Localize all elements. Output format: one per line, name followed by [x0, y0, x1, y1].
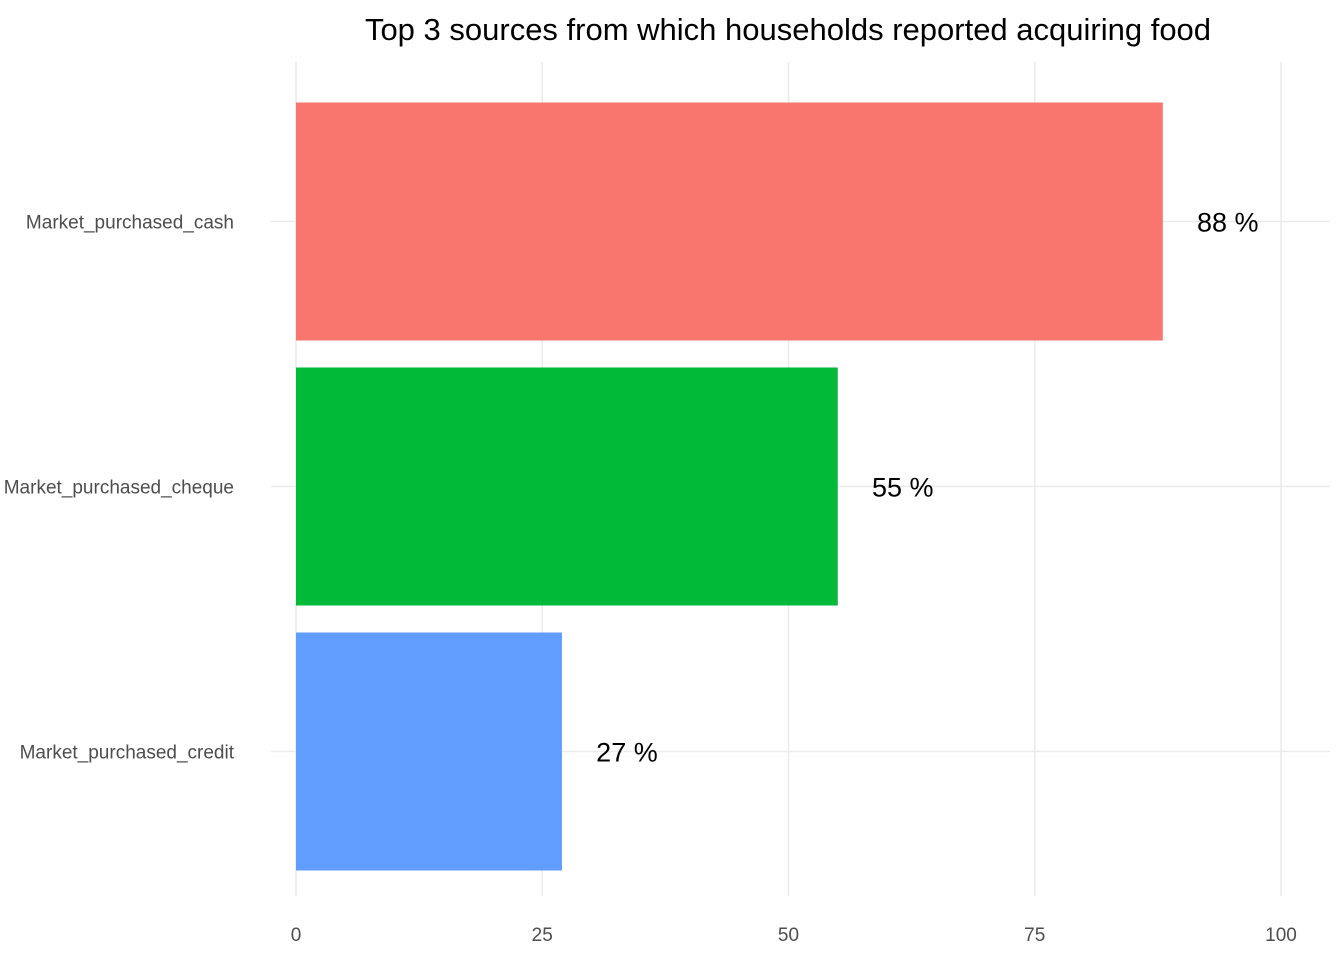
- category-label: Market_purchased_cash: [26, 213, 234, 234]
- bar: [296, 367, 838, 606]
- category-label: Market_purchased_cheque: [4, 478, 234, 499]
- category-label: Market_purchased_credit: [20, 743, 235, 764]
- x-tick-label: 50: [778, 925, 799, 946]
- x-tick-label: 75: [1024, 925, 1045, 946]
- x-tick-label: 100: [1265, 925, 1297, 946]
- value-axis: 0 25 50 75 100: [291, 925, 1297, 946]
- bar-value-label: 27 %: [596, 738, 658, 768]
- bar-value-label: 88 %: [1197, 208, 1259, 238]
- bar-value-label: 55 %: [872, 473, 934, 503]
- bar: [296, 632, 562, 871]
- x-tick-label: 25: [532, 925, 553, 946]
- x-tick-label: 0: [291, 925, 302, 946]
- bar: [296, 102, 1163, 341]
- bars: [296, 102, 1163, 871]
- category-axis: Market_purchased_cash Market_purchased_ch…: [4, 213, 235, 764]
- data-labels: 88 % 55 % 27 %: [596, 208, 1258, 768]
- chart-title: Top 3 sources from which households repo…: [365, 12, 1211, 47]
